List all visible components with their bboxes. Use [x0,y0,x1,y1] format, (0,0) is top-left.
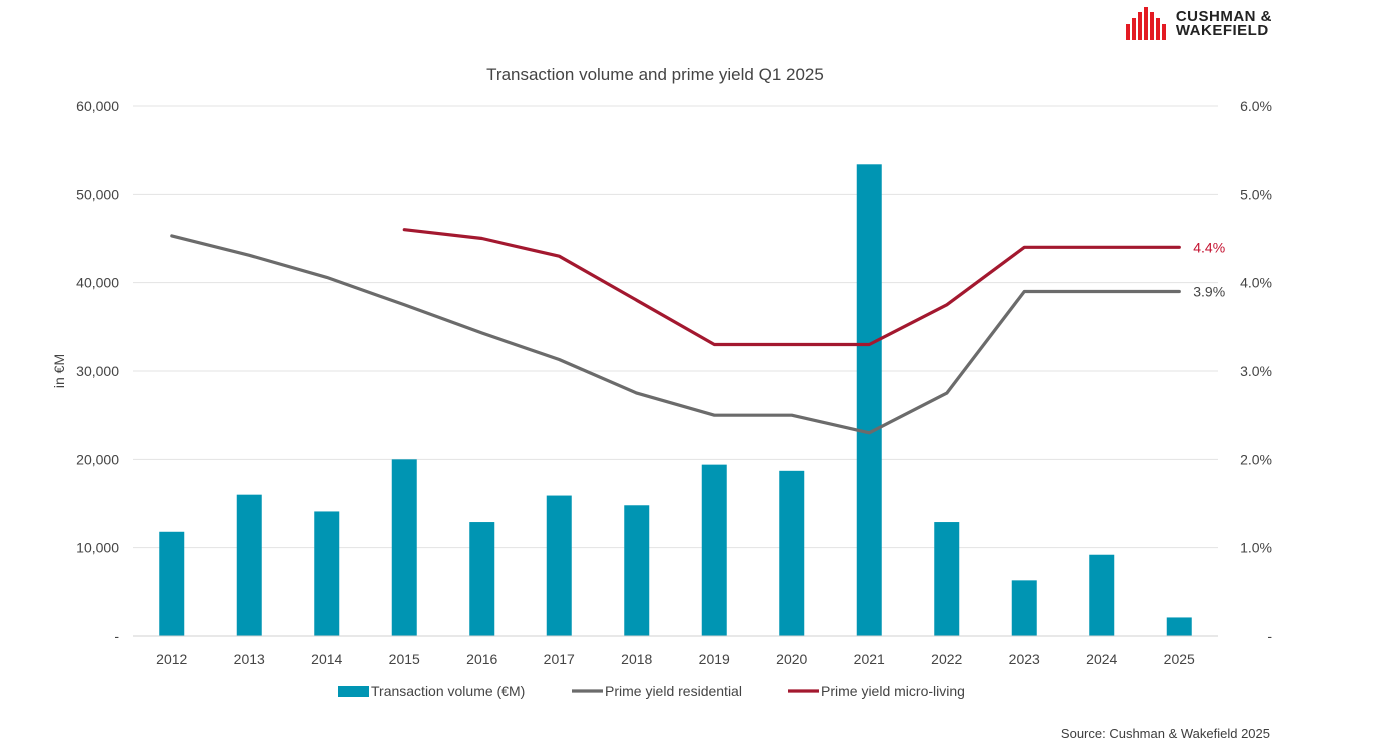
y-tick-label: 20,000 [76,451,119,467]
x-tick-label: 2012 [156,651,187,667]
legend: Transaction volume (€M) Prime yield resid… [338,683,965,699]
chart-title: Transaction volume and prime yield Q1 20… [486,65,824,84]
y2-tick-label: 4.0% [1240,275,1272,291]
y2-tick-label: 2.0% [1240,451,1272,467]
source-note: Source: Cushman & Wakefield 2025 [1060,726,1270,741]
y-tick-label: 60,000 [76,98,119,114]
y2-tick-label: 3.0% [1240,363,1272,379]
x-tick-label: 2015 [389,651,420,667]
legend-label: Prime yield micro-living [821,683,965,699]
y2-tick-label: 5.0% [1240,186,1272,202]
bar [546,495,572,636]
series-line [402,228,1181,347]
bar-series [159,164,1192,637]
logo-line2: WAKEFIELD [1175,22,1269,39]
axes: - - 10,000 1.0% 20,000 2.0% 30,000 3.0% 40,000 4.… [76,98,1272,667]
x-tick-label: 2016 [466,651,497,667]
legend-swatch [338,686,369,697]
y2-tick-label: - [1267,628,1272,644]
y-tick-label: 40,000 [76,275,119,291]
x-tick-label: 2021 [854,651,885,667]
line-series: 3.9% 4.4% [170,228,1225,435]
bar [779,470,805,636]
logo-bars-icon [1125,7,1166,40]
x-tick-label: 2014 [311,651,342,667]
brand-logo: CUSHMAN & WAKEFIELD [1124,6,1272,42]
grid-lines [133,105,1218,549]
x-tick-label: 2019 [699,651,730,667]
logo-wordmark: CUSHMAN & WAKEFIELD [1175,8,1272,39]
x-tick-label: 2017 [544,651,575,667]
y-tick-label: 10,000 [76,540,119,556]
bar [469,522,495,636]
data-label: 3.9% [1193,284,1225,300]
bar [236,494,262,636]
bar [856,164,882,637]
y-tick-label: 50,000 [76,186,119,202]
x-tick-label: 2022 [931,651,962,667]
bar [314,511,340,636]
x-tick-label: 2013 [234,651,265,667]
x-tick-label: 2020 [776,651,807,667]
bar [624,505,650,636]
bar [1089,554,1115,636]
x-tick-label: 2025 [1164,651,1195,667]
y2-tick-label: 1.0% [1240,540,1272,556]
y2-tick-label: 6.0% [1240,98,1272,114]
y-tick-label: 30,000 [76,363,119,379]
logo-line1: CUSHMAN & [1175,8,1272,25]
bar [701,464,727,636]
bar [1166,617,1192,636]
data-label: 4.4% [1193,239,1225,255]
bar [159,531,185,636]
legend-label: Transaction volume (€M) [371,683,525,699]
series-line [170,234,1181,435]
y-tick-label: - [114,628,119,644]
x-tick-label: 2018 [621,651,652,667]
bar [1011,580,1037,636]
bar [391,459,417,636]
legend-label: Prime yield residential [605,683,742,699]
y-axis-label: in €M [51,354,67,388]
x-tick-label: 2024 [1086,651,1117,667]
x-tick-label: 2023 [1009,651,1040,667]
bar [934,522,960,636]
